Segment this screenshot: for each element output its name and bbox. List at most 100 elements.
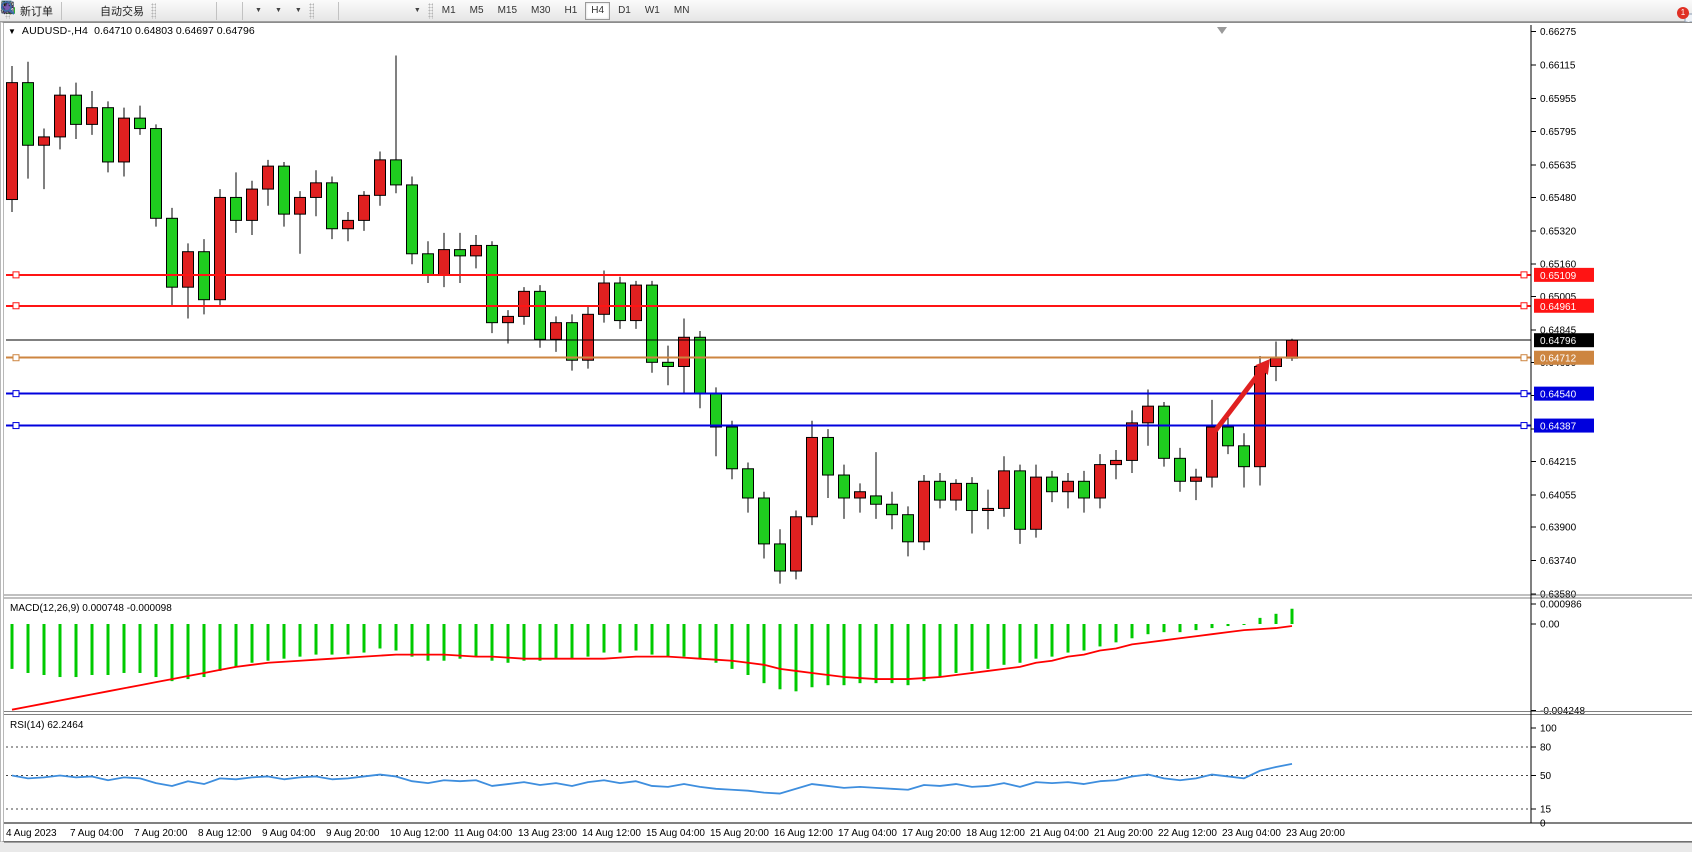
candle-body	[134, 117, 146, 130]
hline-handle[interactable]	[1520, 271, 1528, 279]
hline-handle[interactable]	[12, 271, 20, 279]
toolbar-grip[interactable]	[427, 2, 433, 19]
candle-body	[758, 497, 770, 545]
candle-body	[614, 282, 626, 322]
candle-body	[1142, 405, 1154, 424]
chart-window[interactable]: ▼ AUDUSD-,H4 0.64710 0.64803 0.64697 0.6…	[0, 22, 1692, 843]
candle-body	[262, 165, 274, 190]
macd-histogram-bar	[58, 624, 62, 678]
macd-histogram-bar	[346, 624, 350, 655]
shapes-tool-button[interactable]: ▼	[1, 1, 425, 21]
toolbar-grip[interactable]	[151, 2, 156, 19]
candle-body	[1014, 470, 1026, 530]
macd-histogram-bar	[282, 624, 286, 659]
svg-text:0.65635: 0.65635	[1540, 161, 1577, 172]
timeframe-button-h4[interactable]: H4	[585, 1, 611, 20]
fibonacci-tool-button[interactable]: F	[1, 1, 387, 21]
macd-indicator-label: MACD(12,26,9) 0.000748 -0.000098	[10, 603, 172, 614]
candle-body	[582, 313, 594, 361]
time-axis-label: 22 Aug 12:00	[1158, 828, 1217, 839]
macd-histogram-bar	[794, 624, 798, 692]
chevron-down-icon[interactable]: ▼	[8, 26, 16, 36]
candle-body	[1078, 480, 1090, 499]
periods-button[interactable]: ▼	[1, 1, 286, 21]
candle-body	[246, 188, 258, 221]
hline-handle[interactable]	[12, 354, 20, 362]
candle-body	[662, 361, 674, 367]
tile-windows-button[interactable]	[1, 1, 212, 21]
label-tool-button[interactable]: T	[1, 1, 405, 21]
candle-body	[1286, 339, 1298, 359]
candle-body	[710, 393, 722, 428]
macd-histogram-bar	[570, 624, 574, 659]
candle-body	[214, 196, 226, 301]
macd-histogram-bar	[298, 624, 302, 657]
signal-button[interactable]	[2, 1, 92, 21]
hline-handle[interactable]	[1520, 390, 1528, 398]
macd-histogram-bar	[250, 624, 254, 663]
hline-handle[interactable]	[1520, 302, 1528, 310]
autotrade-button[interactable]: 自动交易	[1, 1, 148, 21]
price-chart-canvas[interactable]: 0.66275 0.66115 0.65955 0.65795 0.65635 0.654…	[4, 23, 1692, 843]
chart-shift-marker[interactable]	[1217, 27, 1227, 34]
hline-handle[interactable]	[12, 422, 20, 430]
hline-objects-layer[interactable]: 0.65109 0.64961 0.64796 0.64712 0.64540 0.643…	[6, 267, 1594, 433]
macd-histogram-bar	[90, 624, 94, 675]
text-tool-button[interactable]: A	[3, 1, 396, 21]
indicators-button[interactable]: ▼	[1, 1, 266, 21]
chart-shift-button[interactable]	[2, 1, 238, 21]
timeframe-button-m5[interactable]: M5	[469, 5, 484, 16]
hline-handle[interactable]	[12, 390, 20, 398]
macd-signal-line	[11, 625, 1293, 711]
time-axis-label: 9 Aug 04:00	[262, 828, 316, 839]
zoom-out-button[interactable]	[1, 1, 203, 21]
timeframe-button-m15[interactable]: M15	[497, 5, 518, 16]
vertical-line-tool-button[interactable]	[5, 1, 351, 21]
profile-button[interactable]	[1, 1, 83, 21]
macd-histogram-bar	[186, 624, 190, 680]
timeframe-group: M1 M5 M15 M30 H1 H4 D1 W1 MN	[436, 1, 696, 20]
macd-histogram-bar	[106, 624, 110, 675]
time-axis-label: 13 Aug 23:00	[518, 828, 577, 839]
crosshair-tool-button[interactable]	[1, 1, 334, 21]
timeframe-button-m1[interactable]: M1	[441, 5, 456, 16]
candlestick-mode-button[interactable]	[2, 1, 176, 21]
hline-handle[interactable]	[12, 302, 20, 310]
svg-text:0.64055: 0.64055	[1540, 490, 1577, 501]
macd-histogram-bar	[970, 624, 974, 671]
time-axis-label: 17 Aug 20:00	[902, 828, 961, 839]
horizontal-line-tool-button[interactable]	[1, 1, 360, 21]
cursor-tool-button[interactable]	[3, 0, 325, 21]
hline-handle[interactable]	[1520, 422, 1528, 430]
bar-chart-mode-button[interactable]	[2, 1, 167, 21]
line-chart-mode-button[interactable]	[1, 1, 185, 21]
macd-histogram-bar	[474, 624, 478, 657]
new-order-button[interactable]: 新订单	[1, 0, 57, 21]
toolbar-separator	[242, 1, 243, 20]
macd-histogram-bar	[618, 624, 622, 653]
timeframe-button-d1[interactable]: D1	[618, 5, 631, 16]
toolbar-grip[interactable]	[308, 2, 314, 19]
hline-handle[interactable]	[1520, 354, 1528, 362]
macd-histogram-bar	[778, 624, 782, 690]
zoom-in-button[interactable]	[1, 1, 194, 21]
timeframe-button-w1[interactable]: W1	[644, 5, 660, 16]
dropdown-caret: ▼	[255, 7, 262, 14]
macd-histogram-bar	[426, 624, 430, 661]
templates-button[interactable]: ▼	[1, 1, 306, 21]
timeframe-button-h1[interactable]: H1	[564, 5, 578, 16]
candle-body	[982, 507, 994, 512]
timeframe-button-m30[interactable]: M30	[531, 5, 551, 16]
macd-histogram-bar	[1178, 624, 1182, 633]
timeframe-button-mn[interactable]: MN	[673, 5, 690, 16]
rsi-indicator-label: RSI(14) 62.2464	[10, 720, 84, 731]
auto-scroll-button[interactable]	[2, 1, 229, 21]
macd-histogram-bar	[714, 624, 718, 663]
toolbar-separator	[61, 1, 62, 20]
macd-histogram-bar	[266, 624, 270, 661]
market-watch-button[interactable]	[1, 1, 74, 21]
candle-body	[406, 184, 418, 255]
channel-tool-button[interactable]: E	[0, 1, 378, 21]
arrow-annotation[interactable]	[1207, 359, 1270, 441]
trendline-tool-button[interactable]	[1, 1, 369, 21]
